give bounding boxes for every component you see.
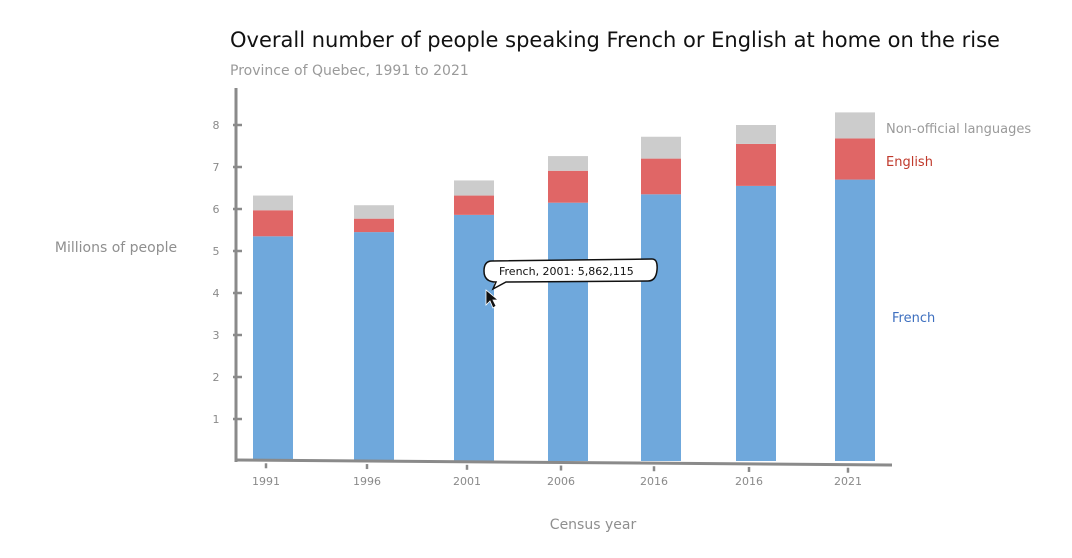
bar-segment-english-3[interactable] (548, 170, 588, 203)
chart-subtitle: Province of Quebec, 1991 to 2021 (230, 63, 469, 79)
bar-segment-english-4[interactable] (641, 158, 681, 195)
y-axis-title: Millions of people (55, 240, 177, 256)
x-tick-label-3: 2006 (547, 475, 575, 488)
x-tick-label-6: 2021 (834, 475, 862, 488)
x-tick-label-2: 2001 (453, 475, 481, 488)
y-tick-label-6: 7 (213, 161, 220, 174)
chart-title: Overall number of people speaking French… (230, 28, 1000, 52)
tooltip-bubble (483, 258, 658, 291)
y-tick-label-0: 1 (213, 413, 220, 426)
mouse-cursor-icon (485, 289, 500, 309)
bar-segment-non-official-languages-1[interactable] (354, 205, 394, 219)
bar-segment-english-6[interactable] (835, 138, 875, 180)
y-tick-label-5: 6 (213, 203, 220, 216)
x-tick-label-4: 2016 (640, 475, 668, 488)
y-tick-label-3: 4 (213, 287, 220, 300)
bar-segment-non-official-languages-0[interactable] (253, 195, 293, 211)
x-axis-title: Census year (550, 517, 637, 533)
y-ticks-group: 1 2 3 4 5 6 7 8 (213, 119, 242, 426)
tooltip: French, 2001: 5,862,115 (483, 258, 658, 291)
legend-group: French English Non-official languages (886, 122, 1031, 326)
x-axis-line (235, 458, 893, 467)
x-tick-label-0: 1991 (252, 475, 280, 488)
bar-segment-non-official-languages-4[interactable] (641, 136, 681, 159)
y-tick-label-4: 5 (213, 245, 220, 258)
bar-segment-french-1[interactable] (354, 232, 394, 461)
x-tick-label-5: 2016 (735, 475, 763, 488)
bar-segment-french-0[interactable] (253, 236, 293, 461)
bar-segment-non-official-languages-3[interactable] (548, 156, 588, 171)
y-tick-label-2: 3 (213, 329, 220, 342)
tooltip-text: French, 2001: 5,862,115 (499, 265, 634, 278)
legend-label-non-official-languages: Non-official languages (886, 122, 1031, 137)
bar-segment-english-5[interactable] (736, 143, 776, 186)
y-tick-label-7: 8 (213, 119, 220, 132)
y-tick-label-1: 2 (213, 371, 220, 384)
bar-segment-french-4[interactable] (641, 194, 681, 462)
bar-segment-english-0[interactable] (253, 210, 293, 237)
bar-segment-french-3[interactable] (548, 202, 588, 461)
bar-segment-english-1[interactable] (354, 218, 394, 233)
legend-label-english: English (886, 155, 933, 170)
bar-segment-non-official-languages-6[interactable] (835, 112, 875, 139)
x-ticks-group: 1991 1996 2001 2006 2016 2016 2021 (252, 463, 862, 488)
legend-label-french: French (892, 311, 935, 326)
bar-segment-non-official-languages-5[interactable] (736, 125, 776, 144)
bar-segment-english-2[interactable] (454, 195, 494, 215)
bar-segment-french-2[interactable] (454, 214, 494, 461)
x-tick-label-1: 1996 (353, 475, 381, 488)
bars-group (253, 112, 875, 462)
bar-segment-french-6[interactable] (835, 179, 875, 461)
bar-segment-non-official-languages-2[interactable] (454, 180, 494, 196)
bar-segment-french-5[interactable] (736, 185, 776, 461)
